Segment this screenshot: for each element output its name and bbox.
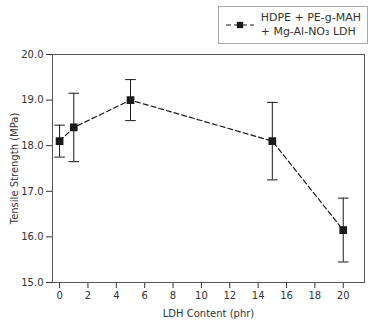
svg-text:0: 0: [56, 290, 62, 301]
svg-text:19.0: 19.0: [21, 94, 43, 105]
svg-text:16.0: 16.0: [21, 231, 43, 242]
html-text:+ Mg-Al-NO₃ LDH: + Mg-Al-NO₃ LDH: [260, 25, 356, 38]
svg-text:20.0: 20.0: [21, 49, 43, 60]
svg-text:18: 18: [308, 290, 321, 301]
svg-text:20: 20: [337, 290, 350, 301]
svg-text:18.0: 18.0: [21, 140, 43, 151]
svg-text:4: 4: [113, 290, 119, 301]
svg-text:8: 8: [170, 290, 176, 301]
svg-text:17.0: 17.0: [21, 186, 43, 197]
svg-text:Tensile Strength (MPa): Tensile Strength (MPa): [9, 113, 20, 226]
svg-text:10: 10: [195, 290, 208, 301]
svg-text:2: 2: [85, 290, 91, 301]
svg-text:LDH Content (phr): LDH Content (phr): [163, 308, 255, 319]
html-text:HDPE + PE-g-MAH: HDPE + PE-g-MAH: [260, 11, 361, 24]
svg-text:12: 12: [223, 290, 236, 301]
svg-text:16: 16: [280, 290, 293, 301]
svg-text:14: 14: [252, 290, 265, 301]
svg-text:15.0: 15.0: [21, 277, 43, 288]
svg-text:6: 6: [141, 290, 147, 301]
